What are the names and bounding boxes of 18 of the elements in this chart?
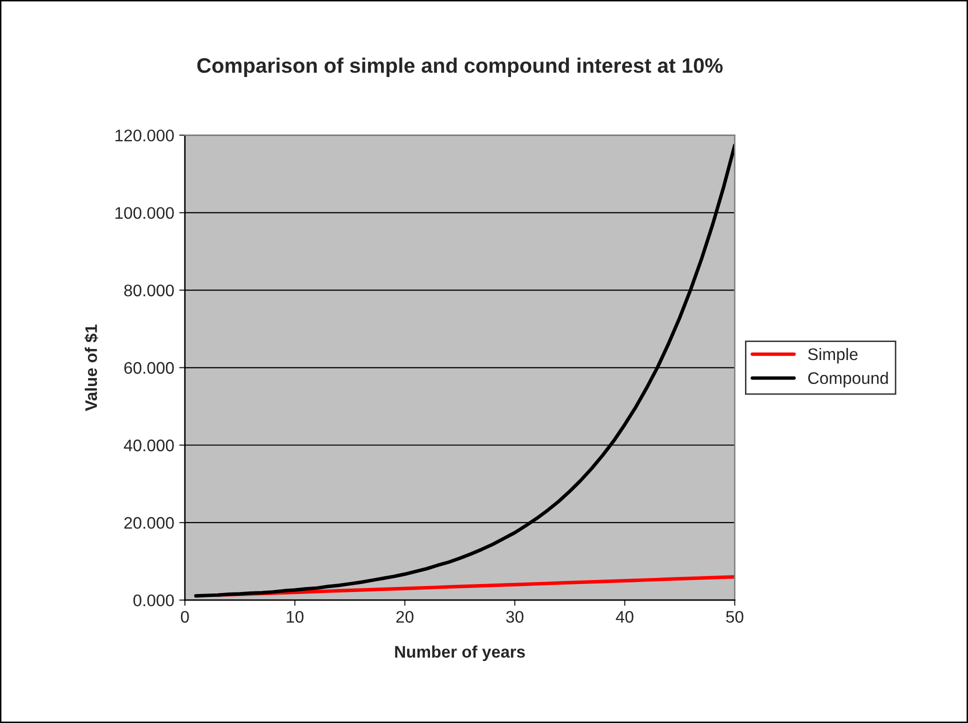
y-tick-label: 20.000 (124, 517, 174, 529)
y-tick-label: 120.000 (116, 130, 174, 142)
x-tick-label: 30 (506, 610, 524, 623)
legend-label: Compound (808, 372, 888, 388)
legend-label: Simple (808, 348, 858, 364)
x-tick-label: 20 (396, 610, 414, 623)
x-tick-label: 10 (286, 610, 304, 623)
y-tick-label: 60.000 (124, 362, 174, 374)
y-tick-label: 100.000 (116, 207, 174, 219)
x-axis-title: Number of years (395, 645, 525, 662)
y-tick-label: 0.000 (133, 594, 174, 606)
x-tick-label: 40 (616, 610, 634, 623)
x-tick-label: 50 (726, 610, 744, 623)
chart-title: Comparison of simple and compound interest at 10% (197, 58, 723, 78)
x-tick-label: 0 (180, 610, 189, 623)
y-tick-label: 40.000 (124, 440, 174, 452)
y-axis-title: Value of $1 (84, 324, 98, 412)
y-tick-label: 80.000 (124, 284, 174, 296)
